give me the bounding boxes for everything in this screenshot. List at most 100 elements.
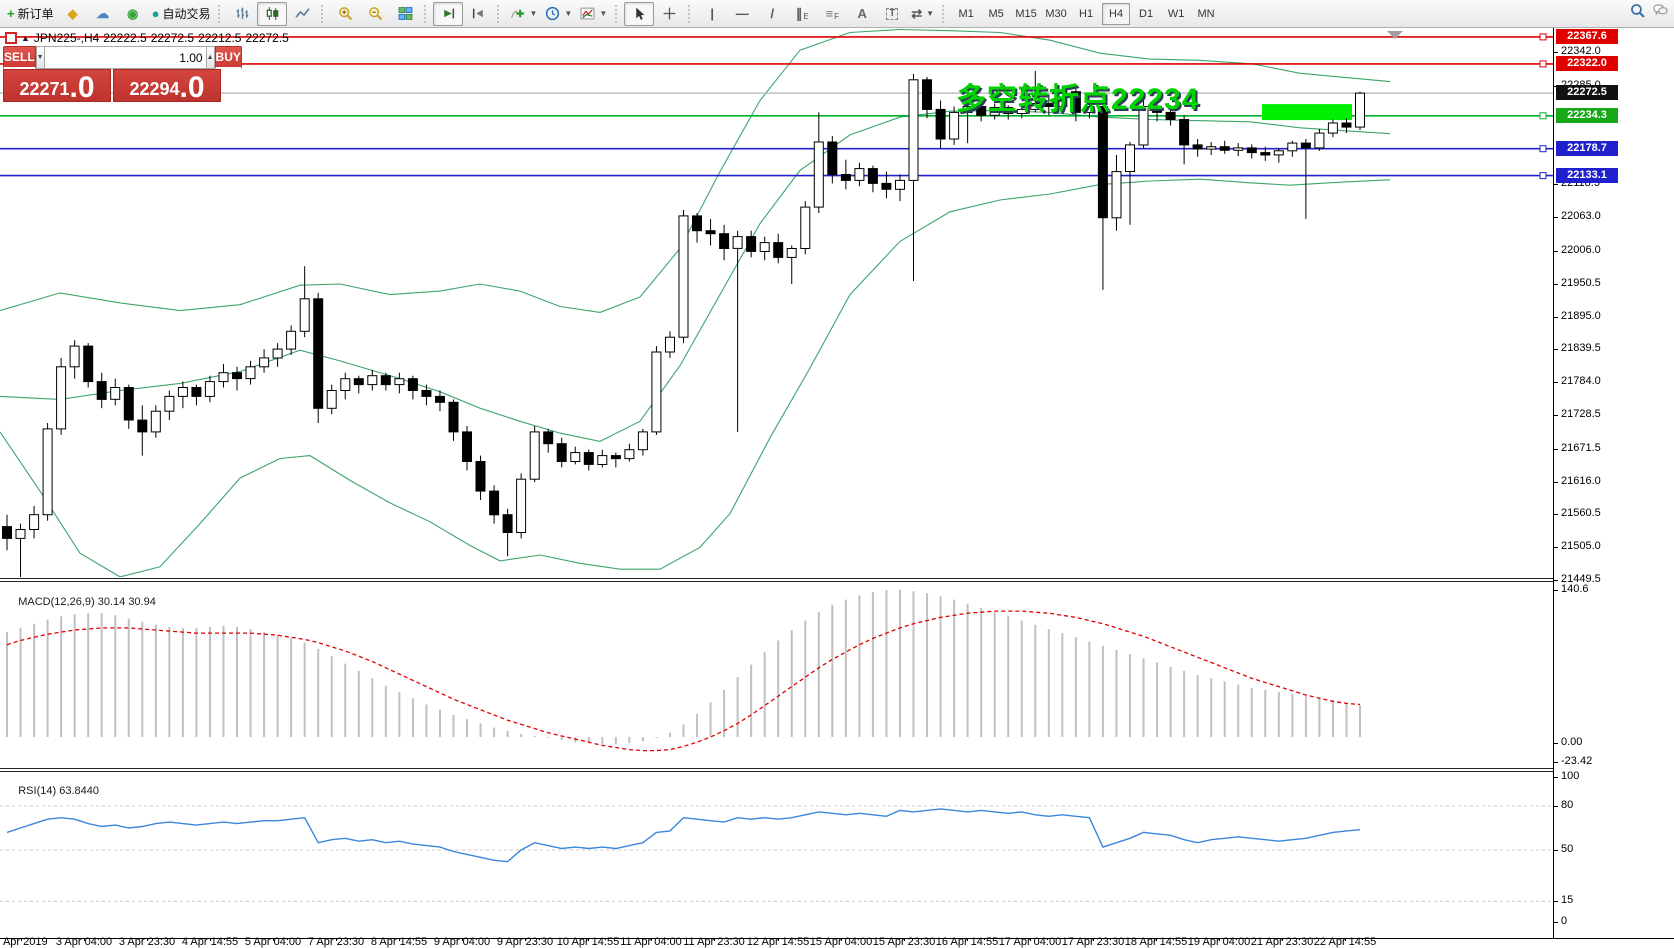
axis-tick bbox=[1554, 743, 1558, 744]
candle-body bbox=[1111, 171, 1122, 219]
timeframe-d1-button[interactable]: D1 bbox=[1139, 7, 1154, 20]
candle-body bbox=[665, 336, 675, 353]
candle-body bbox=[976, 106, 987, 116]
bollinger-lower-band[interactable] bbox=[0, 178, 1391, 578]
candle-body bbox=[407, 378, 418, 392]
volume-input[interactable] bbox=[44, 46, 206, 69]
candle-body bbox=[340, 378, 351, 392]
panel-divider[interactable] bbox=[0, 581, 1553, 582]
candle-body bbox=[380, 375, 391, 386]
sell-price: 22271 bbox=[19, 79, 70, 99]
highlight-rectangle[interactable] bbox=[1262, 104, 1352, 121]
support-line-upper-anchor[interactable] bbox=[1539, 145, 1547, 153]
new-order-button[interactable]: + 新订单 bbox=[3, 2, 58, 26]
zoom-in-button[interactable] bbox=[330, 2, 360, 26]
candle-body bbox=[759, 242, 770, 253]
macd-canvas[interactable] bbox=[0, 582, 1553, 768]
time-axis[interactable]: 2 Apr 2019 3 Apr 04:00 3 Apr 23:30 4 Apr 14… bbox=[0, 936, 1674, 948]
expand-icon[interactable]: ▲ bbox=[21, 33, 30, 43]
vertical-line-icon: | bbox=[710, 6, 715, 21]
date-tick bbox=[336, 938, 337, 941]
auto-scroll-button[interactable] bbox=[433, 1, 464, 26]
cursor-button[interactable] bbox=[624, 1, 655, 26]
candle-body bbox=[204, 381, 215, 397]
timeframe-w1-button[interactable]: W1 bbox=[1167, 7, 1185, 20]
candle-body bbox=[827, 141, 838, 175]
line-chart-button[interactable] bbox=[287, 2, 317, 26]
trendline-button[interactable]: / bbox=[757, 2, 787, 26]
chat-button[interactable] bbox=[1653, 3, 1668, 23]
price-axis[interactable]: 22342.022285.022118.522063.022006.021950… bbox=[1554, 28, 1674, 938]
candle-body bbox=[110, 387, 121, 400]
price-badge: 22133.1 bbox=[1556, 167, 1618, 183]
support-line-lower-anchor[interactable] bbox=[1539, 172, 1547, 180]
candle-body bbox=[435, 395, 445, 403]
candle-body bbox=[326, 390, 337, 409]
candlestick-chart-button[interactable] bbox=[257, 1, 288, 26]
search-button[interactable] bbox=[1630, 3, 1645, 23]
candle-body bbox=[1355, 92, 1365, 128]
candle-body bbox=[1287, 142, 1298, 152]
macd-panel[interactable] bbox=[0, 582, 1553, 773]
candle-body bbox=[367, 375, 378, 386]
autotrading-button[interactable]: ● 自动交易 bbox=[148, 2, 215, 26]
crosshair-button[interactable] bbox=[654, 2, 684, 26]
zoom-out-button[interactable] bbox=[360, 2, 390, 26]
community-button[interactable]: ☁ bbox=[88, 2, 118, 26]
sell-button[interactable]: SELL bbox=[3, 46, 36, 69]
panel-divider[interactable] bbox=[0, 768, 1553, 769]
timeframe-m15-button[interactable]: M15 bbox=[1015, 7, 1037, 20]
axis-tick bbox=[1554, 382, 1558, 384]
text-label-button[interactable]: T bbox=[877, 2, 907, 26]
rsi-canvas[interactable] bbox=[0, 770, 1553, 938]
panel-divider[interactable] bbox=[0, 578, 1553, 579]
bar-chart-button[interactable] bbox=[227, 2, 257, 26]
timeframe-h1-button[interactable]: H1 bbox=[1079, 7, 1094, 20]
candle-body bbox=[1206, 146, 1217, 150]
one-click-trading-panel: SELL ▼ ▲ BUY 22271 .0 22294 .0 bbox=[3, 46, 242, 102]
buy-button[interactable]: BUY bbox=[214, 46, 242, 69]
text-button[interactable]: A bbox=[847, 2, 877, 26]
templates-button[interactable]: ▼ bbox=[576, 2, 611, 26]
volume-up-button[interactable]: ▲ bbox=[205, 46, 215, 69]
rsi-panel[interactable] bbox=[0, 770, 1553, 943]
volume-down-button[interactable]: ▼ bbox=[35, 46, 45, 69]
axis-tick bbox=[1554, 514, 1558, 516]
sell-price-box[interactable]: 22271 .0 bbox=[3, 69, 111, 102]
main-chart-canvas[interactable] bbox=[0, 28, 1553, 580]
tile-windows-icon bbox=[398, 7, 413, 20]
resistance-line-lower-anchor[interactable] bbox=[1539, 60, 1547, 68]
candle-body bbox=[529, 431, 540, 480]
triangle-marker[interactable] bbox=[1387, 31, 1403, 39]
text-icon: A bbox=[857, 6, 867, 21]
timeframe-m5-button[interactable]: M5 bbox=[988, 7, 1004, 20]
buy-price-box[interactable]: 22294 .0 bbox=[113, 69, 221, 102]
macd-signal-line bbox=[6, 610, 1361, 752]
pivot-line-anchor[interactable] bbox=[1539, 112, 1547, 120]
timeframe-h4-button[interactable]: H4 bbox=[1102, 2, 1131, 25]
main-chart[interactable] bbox=[0, 28, 1553, 582]
price-tick-label: 21950.5 bbox=[1561, 276, 1601, 289]
arrows-button[interactable]: ⇄ ▼ bbox=[907, 2, 938, 26]
candle-body bbox=[96, 381, 107, 400]
timeframe-mn-button[interactable]: MN bbox=[1197, 7, 1215, 20]
horizontal-line-button[interactable]: — bbox=[727, 2, 757, 26]
equidistant-channel-button[interactable]: ∥ E bbox=[787, 2, 817, 26]
chart-shift-button[interactable] bbox=[463, 2, 493, 26]
toolbar-separator bbox=[615, 4, 620, 23]
timeframe-m30-button[interactable]: M30 bbox=[1045, 7, 1067, 20]
signals-button[interactable]: ◉ bbox=[118, 2, 148, 26]
bar-chart-icon bbox=[236, 7, 249, 19]
candle-body bbox=[786, 248, 797, 258]
timeframe-m1-button[interactable]: M1 bbox=[958, 7, 974, 20]
resistance-line-upper-anchor[interactable] bbox=[1539, 33, 1547, 41]
autotrading-button-label: 自动交易 bbox=[162, 7, 211, 21]
layouts-button[interactable]: ◆ bbox=[58, 2, 88, 26]
vertical-line-button[interactable]: | bbox=[697, 2, 727, 26]
fibonacci-button[interactable]: ≡ F bbox=[817, 2, 847, 26]
tile-windows-button[interactable] bbox=[390, 2, 420, 26]
periods-button[interactable]: ▼ bbox=[541, 2, 576, 26]
indicators-button[interactable]: ▼ bbox=[506, 2, 541, 26]
price-tick-label: 21560.5 bbox=[1561, 507, 1601, 520]
panel-divider[interactable] bbox=[0, 771, 1553, 772]
